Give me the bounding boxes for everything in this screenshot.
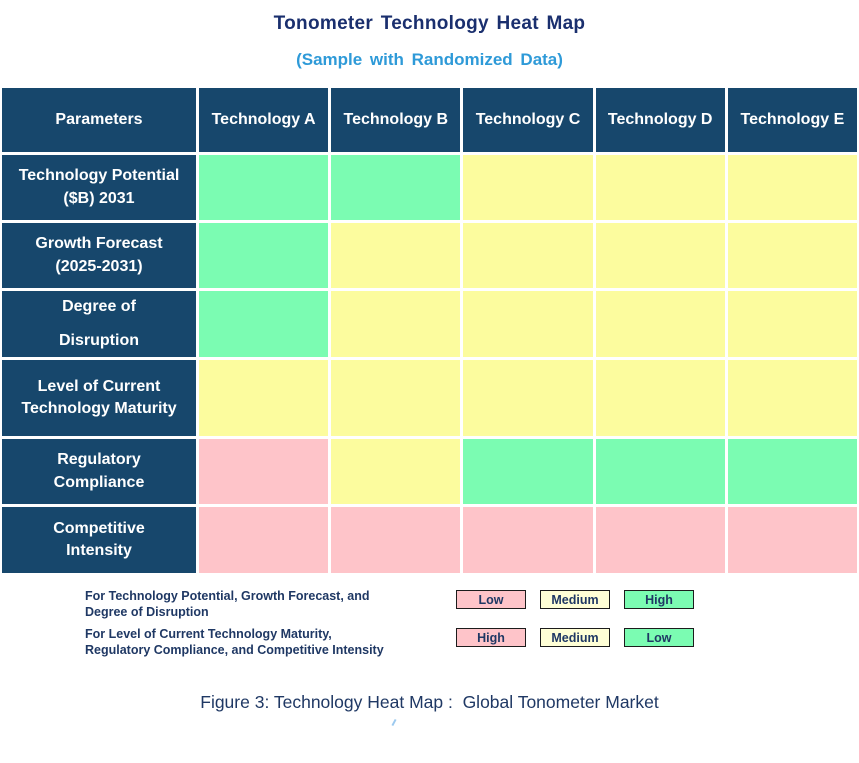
heatmap-cell [331,155,461,220]
heatmap-cell [595,223,725,288]
row-label: Degree of Disruption [2,291,196,357]
legend: For Technology Potential, Growth Forecas… [85,589,694,659]
heatmap-cell [727,507,857,573]
heatmap-cell [595,291,725,357]
heatmap-cell [727,155,857,220]
column-header: Technology A [199,88,329,152]
legend-text: For Level of Current Technology Maturity… [85,627,384,657]
legend-box-high: High [456,628,526,648]
legend-box-low: Low [624,628,694,648]
page-subtitle: (Sample with Randomized Data) [296,50,563,69]
heatmap-cell [463,223,593,288]
column-header: Technology C [463,88,593,152]
heatmap-cell [595,439,725,504]
heatmap-cell [463,360,593,436]
heatmap-cell [595,507,725,573]
legend-box-medium: Medium [540,590,610,609]
heatmap-cell [463,507,593,573]
heatmap-cell [727,360,857,436]
column-header: Technology B [331,88,461,152]
column-header-parameters: Parameters [2,88,196,152]
heatmap-cell [331,439,461,504]
heatmap-cell [727,223,857,288]
heatmap-cell [331,507,461,573]
heatmap-cell [727,439,857,504]
heatmap-cell [331,291,461,357]
row-label: Level of Current Technology Maturity [2,360,196,436]
heatmap-cell [463,291,593,357]
heatmap-cell [727,291,857,357]
heatmap-cell [199,223,329,288]
page-title: Tonometer Technology Heat Map [273,13,586,34]
heatmap-cell [595,360,725,436]
figure-caption: Figure 3: Technology Heat Map : Global T… [200,692,659,712]
stray-tick-mark [391,718,397,727]
legend-row: For Technology Potential, Growth Forecas… [85,589,694,620]
legend-box-low: Low [456,590,526,609]
column-header: Technology D [595,88,725,152]
heatmap-cell [463,439,593,504]
heatmap-cell [199,155,329,220]
row-label: Growth Forecast (2025-2031) [2,223,196,288]
heatmap-cell [199,439,329,504]
heatmap-cell [331,360,461,436]
legend-text: For Technology Potential, Growth Forecas… [85,589,370,619]
heatmap-cell [331,223,461,288]
row-label: Regulatory Compliance [2,439,196,504]
legend-box-high: High [624,590,694,609]
row-label: Competitive Intensity [2,507,196,573]
row-label: Technology Potential ($B) 2031 [2,155,196,220]
heatmap-table: Parameters Technology A Technology B Techno… [2,88,857,573]
heatmap-cell [595,155,725,220]
heatmap-cell [463,155,593,220]
legend-boxes: Low Medium High [456,590,694,609]
heatmap-cell [199,291,329,357]
legend-box-medium: Medium [540,628,610,648]
legend-boxes: High Medium Low [456,628,694,648]
column-header: Technology E [727,88,857,152]
heatmap-cell [199,360,329,436]
legend-row: For Level of Current Technology Maturity… [85,627,694,658]
heatmap-cell [199,507,329,573]
